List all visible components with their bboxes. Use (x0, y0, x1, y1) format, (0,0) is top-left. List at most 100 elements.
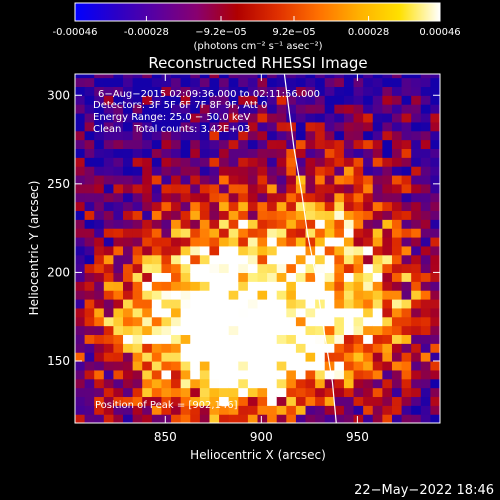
heatmap-cell (315, 369, 326, 380)
heatmap-cell (190, 183, 201, 194)
heatmap-cell (372, 219, 383, 229)
heatmap-cell (190, 325, 201, 336)
heatmap-cell (382, 112, 393, 123)
heatmap-cell (180, 352, 191, 362)
heatmap-cell (353, 378, 364, 389)
heatmap-cell (113, 352, 124, 362)
heatmap-cell (334, 307, 345, 318)
heatmap-cell (113, 245, 124, 256)
heatmap-cell (286, 112, 297, 123)
heatmap-cell (199, 201, 211, 212)
heatmap-cell (142, 343, 153, 353)
heatmap-cell (401, 254, 412, 265)
heatmap-cell (411, 219, 422, 229)
heatmap-cell (123, 290, 134, 300)
heatmap-cell (372, 369, 383, 380)
heatmap-cell (315, 228, 326, 238)
heatmap-cell (382, 201, 393, 212)
heatmap-cell (382, 396, 393, 406)
heatmap-cell (238, 281, 249, 291)
heatmap-cell (209, 414, 220, 423)
heatmap-cell (228, 290, 239, 300)
heatmap-cell (353, 192, 364, 203)
heatmap-cell (123, 396, 134, 406)
heatmap-cell (228, 334, 239, 344)
heatmap-cell (238, 378, 249, 389)
heatmap-cell (75, 121, 86, 132)
heatmap-cell (228, 74, 239, 79)
heatmap-cell (219, 369, 230, 380)
heatmap-cell (420, 307, 431, 318)
heatmap-cell (75, 334, 86, 344)
heatmap-cell (190, 387, 201, 398)
heatmap-cell (257, 236, 268, 247)
heatmap-cell (84, 396, 95, 406)
heatmap-cell (180, 192, 191, 203)
heatmap-cell (401, 95, 412, 105)
heatmap-cell (151, 352, 163, 362)
heatmap-cell (199, 74, 211, 79)
heatmap-cell (391, 281, 403, 291)
heatmap-cell (420, 272, 431, 282)
heatmap-cell (219, 174, 230, 185)
heatmap-cell (305, 95, 316, 105)
heatmap-cell (391, 245, 403, 256)
heatmap-cell (171, 86, 182, 96)
heatmap-cell (334, 228, 345, 238)
heatmap-cell (180, 166, 191, 176)
heatmap-cell (75, 378, 86, 389)
heatmap-cell (238, 334, 249, 344)
heatmap-cell (190, 139, 201, 150)
heatmap-cell (238, 387, 249, 398)
heatmap-cell (199, 166, 211, 176)
heatmap-cell (142, 74, 153, 79)
heatmap-cell (401, 352, 412, 362)
heatmap-cell (295, 316, 307, 327)
heatmap-cell (84, 369, 95, 380)
heatmap-cell (334, 192, 345, 203)
heatmap-cell (334, 316, 345, 327)
heatmap-cell (228, 396, 239, 406)
heatmap-cell (382, 254, 393, 265)
heatmap-cell (219, 298, 230, 309)
heatmap-cell (94, 183, 105, 194)
heatmap-cell (151, 281, 163, 291)
heatmap-cell (353, 121, 364, 132)
heatmap-cell (372, 245, 383, 256)
heatmap-cell (334, 77, 345, 88)
heatmap-cell (343, 396, 355, 406)
heatmap-cell (228, 298, 239, 309)
heatmap-cell (372, 166, 383, 176)
heatmap-cell (103, 325, 115, 336)
heatmap-cell (142, 130, 153, 141)
heatmap-cell (247, 210, 259, 220)
heatmap-cell (238, 148, 249, 158)
heatmap-cell (267, 166, 278, 176)
heatmap-cell (199, 77, 211, 88)
heatmap-cell (75, 130, 86, 141)
heatmap-cell (190, 405, 201, 415)
heatmap-cell (315, 316, 326, 327)
heatmap-cell (132, 192, 143, 203)
heatmap-cell (199, 325, 211, 336)
heatmap-cell (363, 307, 374, 318)
heatmap-cell (75, 254, 86, 265)
heatmap-cell (103, 414, 115, 423)
heatmap-cell (343, 192, 355, 203)
heatmap-cell (295, 290, 307, 300)
heatmap-cell (190, 236, 201, 247)
heatmap-cell (132, 414, 143, 423)
chart-title: Reconstructed RHESSI Image (148, 54, 367, 72)
heatmap-cell (209, 86, 220, 96)
heatmap-cell (334, 378, 345, 389)
heatmap-cell (142, 334, 153, 344)
heatmap-cell (142, 325, 153, 336)
heatmap-cell (247, 325, 259, 336)
heatmap-cell (353, 148, 364, 158)
heatmap-cell (161, 139, 172, 150)
heatmap-cell (161, 414, 172, 423)
heatmap-cell (286, 290, 297, 300)
heatmap-cell (286, 387, 297, 398)
heatmap-cell (94, 74, 105, 79)
